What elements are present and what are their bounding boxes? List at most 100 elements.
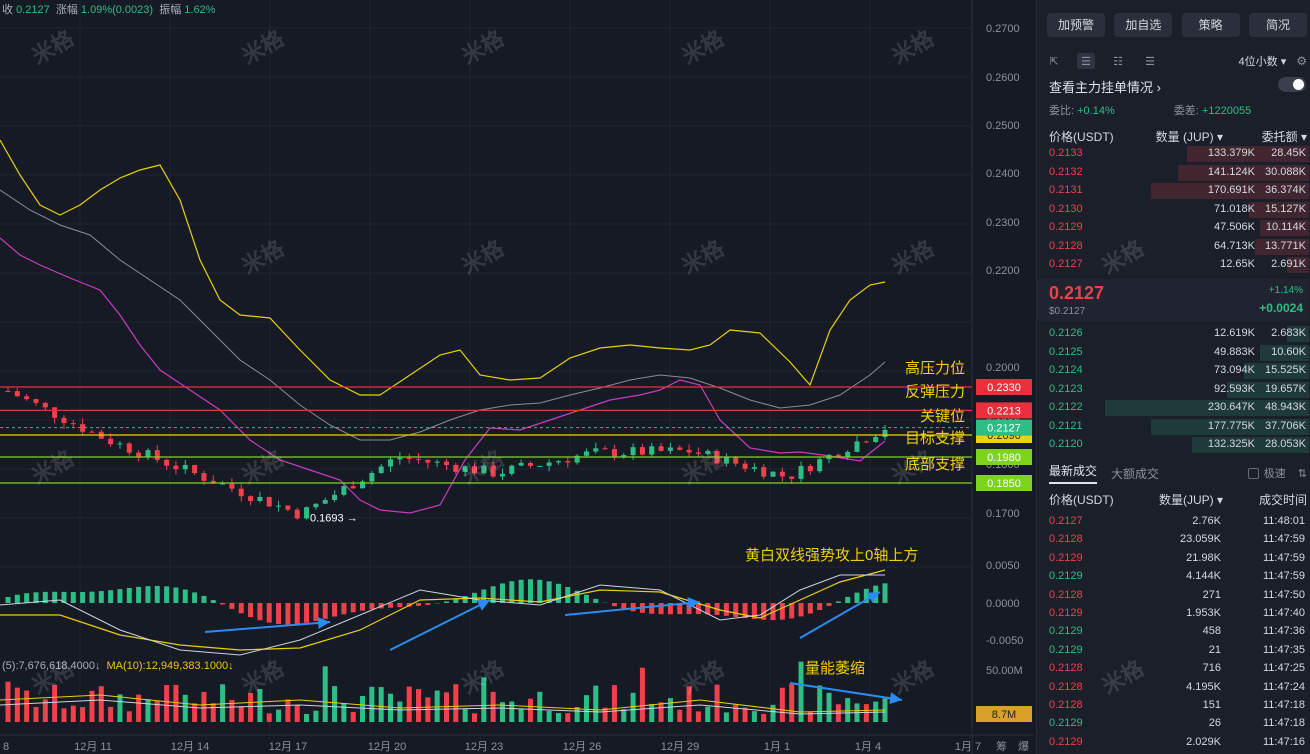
trend-arrow — [799, 591, 881, 639]
volume-bar — [705, 706, 711, 722]
orderbook-title[interactable]: 查看主力挂单情况 › — [1049, 80, 1161, 95]
volume-badge — [976, 706, 1032, 722]
x-axis-label: 1月 4 — [855, 741, 881, 753]
book-total: 2.683K — [1271, 327, 1306, 339]
book-qty: 12.619K — [1214, 327, 1255, 339]
macd-bar — [593, 598, 599, 603]
macd-bar — [5, 597, 11, 603]
overview-button[interactable]: 简况 — [1248, 13, 1307, 37]
macd-bar — [14, 594, 20, 603]
macd-dea-line — [0, 569, 886, 651]
candle-body — [462, 466, 468, 472]
book-buy-icon[interactable]: ☷ — [1113, 55, 1123, 68]
volume-bar — [145, 699, 151, 722]
book-qty: 133.379K — [1207, 147, 1255, 159]
trade-row: 0.2129 458 11:47:36 — [1037, 623, 1309, 641]
ask-row[interactable]: 0.2131 170.691K 36.374K — [1037, 182, 1309, 200]
fast-checkbox[interactable]: 极速 — [1247, 465, 1286, 481]
trade-row: 0.2128 151 11:47:18 — [1037, 697, 1309, 715]
bid-row[interactable]: 0.2126 12.619K 2.683K — [1037, 325, 1309, 343]
macd-bar — [341, 603, 347, 615]
volume-bar — [742, 707, 748, 722]
book-price: 0.2133 — [1049, 147, 1083, 159]
book-price: 0.2121 — [1049, 419, 1083, 432]
volume-bar — [154, 700, 160, 722]
current-price-badge — [976, 419, 1032, 436]
share-icon[interactable]: ⇱ — [1049, 55, 1059, 68]
ask-row[interactable]: 0.2133 133.379K 28.45K — [1037, 145, 1309, 163]
trade-time: 11:47:18 — [1262, 699, 1305, 711]
macd-bar — [304, 603, 310, 623]
tab-latest-trades[interactable]: 最新成交 — [1049, 462, 1098, 484]
ask-row[interactable]: 0.2127 12.65K 2.691K — [1037, 256, 1309, 274]
add-alert-button[interactable]: 加预警 — [1047, 13, 1105, 37]
depth-bar — [1192, 437, 1309, 453]
bid-row[interactable]: 0.2120 132.325K 28.053K — [1037, 436, 1309, 454]
settings-icon[interactable]: ⚙ — [1296, 54, 1307, 68]
book-sell-icon[interactable]: ☰ — [1145, 55, 1155, 68]
kline-chart[interactable]: 0.2700 0.2600 0.2500 0.2400 0.2300 0.2200 0.20… — [0, 0, 1034, 754]
tab-large-trades[interactable]: 大额成交 — [1111, 466, 1160, 481]
ask-row[interactable]: 0.2128 64.713K 13.771K — [1037, 238, 1309, 256]
qty-sort[interactable]: 数量 (JUP) ▾ — [1155, 130, 1223, 144]
book-both-icon[interactable]: ☰ — [1077, 53, 1095, 69]
book-total: 36.374K — [1265, 184, 1306, 196]
trade-header: 价格(USDT) 数量(JUP) ▾ 成交时间 — [1049, 493, 1307, 507]
level-price-badge — [976, 402, 1032, 419]
chart-canvas[interactable]: 0.2700 0.2600 0.2500 0.2400 0.2300 0.2200 0.20… — [0, 0, 1034, 754]
macd-bar — [322, 603, 328, 619]
trade-time: 11:47:50 — [1262, 588, 1305, 601]
candle-body — [499, 473, 505, 477]
volume-bar — [14, 687, 20, 722]
bid-row[interactable]: 0.2122 230.647K 48.943K — [1037, 399, 1309, 417]
macd-bar — [332, 603, 338, 617]
trade-time: 11:47:18 — [1262, 717, 1305, 730]
book-total: 30.088K — [1265, 165, 1306, 178]
book-qty: 177.775K — [1207, 419, 1255, 432]
candle-body — [761, 467, 767, 477]
book-price: 0.2128 — [1049, 239, 1083, 252]
ask-row[interactable]: 0.2132 141.124K 30.088K — [1037, 164, 1309, 182]
volume-bar — [611, 685, 617, 722]
trade-price: 0.2129 — [1049, 551, 1083, 564]
volume-ma-line — [0, 694, 886, 713]
candle-body — [108, 438, 114, 445]
boll-mid-line — [0, 189, 886, 441]
candle-body — [341, 486, 347, 495]
volume-bar — [70, 705, 76, 722]
macd-bar — [350, 603, 356, 613]
ask-row[interactable]: 0.2129 47.506K 10.114K — [1037, 219, 1309, 237]
bid-row[interactable]: 0.2123 92.593K 19.657K — [1037, 381, 1309, 399]
candle-body — [425, 459, 431, 463]
trade-qty: 1.953K — [1186, 607, 1221, 619]
decimals-select[interactable]: 4位小数 ▾ — [1238, 56, 1287, 68]
candle-body — [52, 407, 58, 418]
total-sort[interactable]: 委托额 ▾ — [1261, 130, 1307, 144]
bid-row[interactable]: 0.2121 177.775K 37.706K — [1037, 418, 1309, 436]
main-orders-toggle[interactable] — [1278, 77, 1306, 92]
trade-price: 0.2129 — [1049, 607, 1083, 619]
depth-bar — [1260, 220, 1309, 236]
trade-time: 11:47:25 — [1262, 662, 1305, 675]
filter-icon[interactable]: ⇅ — [1297, 467, 1307, 480]
macd-bar — [779, 603, 785, 620]
book-price: 0.2129 — [1049, 221, 1083, 233]
volume-bar — [304, 713, 310, 722]
volume-bar — [98, 686, 104, 722]
ask-row[interactable]: 0.2130 71.018K 15.127K — [1037, 201, 1309, 219]
book-price: 0.2125 — [1049, 345, 1083, 358]
orderbook-toolbar: ⇱ ☰ ☷ ☰ 4位小数 ▾ ⚙ — [1045, 52, 1307, 70]
bid-row[interactable]: 0.2124 73.094K 15.525K — [1037, 362, 1309, 380]
candle-body — [220, 483, 226, 485]
add-watchlist-button[interactable]: 加自选 — [1114, 13, 1173, 37]
macd-bar — [173, 587, 179, 603]
candle-body — [518, 462, 524, 466]
macd-bar — [742, 603, 748, 619]
bid-row[interactable]: 0.2125 49.883K 10.60K — [1037, 344, 1309, 362]
macd-bar — [863, 588, 869, 603]
trade-qty-sort[interactable]: 数量(JUP) ▾ — [1158, 493, 1223, 507]
volume-bar — [164, 685, 170, 722]
depth-bar — [1186, 146, 1309, 162]
macd-bar — [444, 601, 449, 603]
strategy-button[interactable]: 策略 — [1181, 13, 1240, 37]
